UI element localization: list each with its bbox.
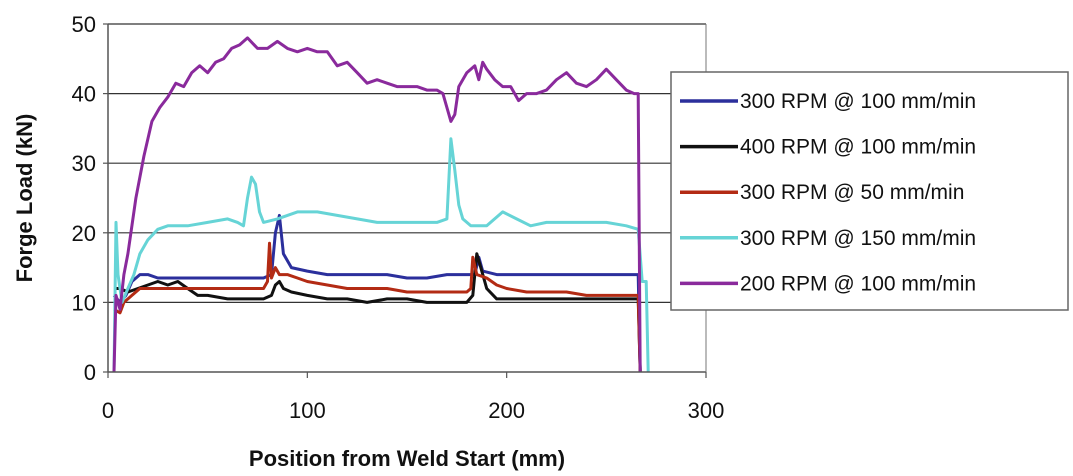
legend-label: 300 RPM @ 50 mm/min	[740, 181, 964, 204]
legend: 300 RPM @ 100 mm/min 400 RPM @ 100 mm/min…	[670, 71, 1069, 311]
x-tick-labels: 0 100 200 300	[102, 372, 724, 423]
legend-label: 300 RPM @ 100 mm/min	[740, 90, 976, 113]
y-axis-title: Forge Load (kN)	[12, 114, 37, 283]
y-tick-label: 0	[84, 360, 96, 385]
y-tick-label: 40	[72, 82, 96, 107]
x-tick-label: 100	[289, 398, 326, 423]
gridlines	[108, 23, 706, 303]
legend-label: 300 RPM @ 150 mm/min	[740, 227, 976, 250]
series-line-3	[113, 241, 642, 373]
legend-label: 200 RPM @ 100 mm/min	[740, 272, 976, 295]
legend-label: 400 RPM @ 100 mm/min	[740, 136, 976, 159]
axes	[107, 24, 707, 373]
series-line-1	[112, 213, 642, 373]
y-tick-label: 50	[72, 12, 96, 37]
series-line-5	[112, 36, 642, 373]
x-tick-label: 200	[488, 398, 525, 423]
x-axis-title: Position from Weld Start (mm)	[249, 446, 565, 471]
series-lines	[112, 36, 650, 373]
x-tick-label: 300	[688, 398, 725, 423]
y-tick-label: 30	[72, 151, 96, 176]
series-line-4	[112, 137, 650, 373]
y-tick-label: 10	[72, 290, 96, 315]
x-tick-label: 0	[102, 398, 114, 423]
series-line-2	[114, 252, 642, 373]
y-tick-labels: 0 10 20 30 40 50	[72, 12, 108, 385]
y-tick-label: 20	[72, 221, 96, 246]
